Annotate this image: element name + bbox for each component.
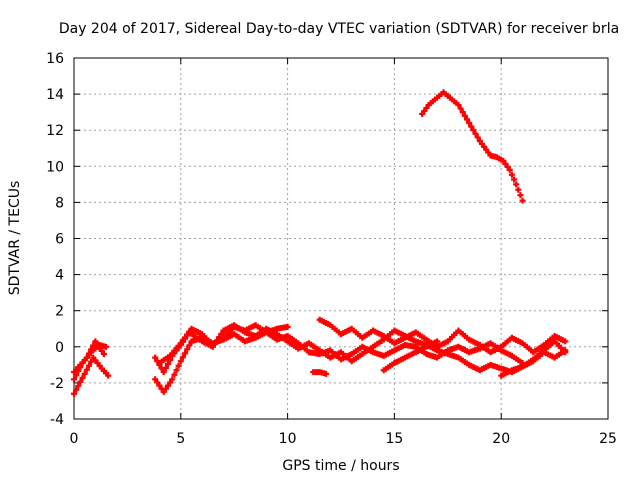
x-tick-label: 0 (70, 431, 79, 447)
y-tick-label: -2 (50, 376, 64, 392)
data-point (511, 176, 518, 183)
y-tick-label: 6 (55, 232, 64, 248)
data-point (184, 346, 191, 353)
y-tick-label: 0 (55, 340, 64, 356)
data-point (164, 360, 171, 367)
series-track-f (156, 322, 291, 367)
data-point (179, 354, 186, 361)
data-point (513, 181, 520, 188)
x-tick-label: 5 (176, 431, 185, 447)
data-point (79, 374, 86, 381)
data-point (103, 343, 110, 350)
data-point (169, 376, 176, 383)
data-point (71, 390, 77, 397)
series-track-i (380, 338, 441, 374)
data-point (152, 354, 159, 361)
data-point (88, 358, 95, 365)
data-point (474, 134, 481, 141)
data-point (75, 382, 82, 389)
data-point (162, 385, 169, 392)
grid (74, 58, 608, 419)
data-point (457, 105, 464, 112)
data-point (162, 365, 169, 372)
data-point (434, 338, 441, 345)
y-tick-label: 8 (55, 195, 64, 211)
series-track-c (71, 338, 107, 376)
data-point (71, 376, 77, 383)
series-track-e (152, 329, 526, 395)
data-point (472, 130, 479, 137)
data-point (562, 347, 569, 354)
data-point (73, 386, 80, 393)
y-tick-label: 4 (55, 268, 64, 284)
data-points (71, 89, 569, 397)
axis-ticks: 0 5 10 15 20 25 -4 -2 0 2 4 6 8 10 12 14 16 (46, 51, 617, 447)
data-point (515, 186, 522, 193)
data-point (96, 344, 103, 351)
data-point (171, 371, 178, 378)
data-point (519, 197, 526, 204)
data-point (323, 370, 330, 377)
data-point (508, 171, 515, 178)
data-point (464, 116, 471, 123)
data-point (517, 192, 524, 199)
x-tick-label: 20 (492, 431, 510, 447)
data-point (83, 366, 90, 373)
y-tick-label: 10 (46, 159, 64, 175)
data-point (85, 350, 92, 357)
data-point (468, 123, 475, 130)
data-point (186, 342, 193, 349)
x-tick-label: 10 (279, 431, 297, 447)
series-track-b (71, 354, 112, 397)
data-point (94, 341, 101, 348)
chart-title: Day 204 of 2017, Sidereal Day-to-day VTE… (59, 21, 619, 37)
y-tick-label: 14 (46, 87, 64, 103)
series-track-h (310, 369, 330, 377)
data-point (455, 101, 462, 108)
data-point (154, 379, 161, 386)
y-tick-label: 16 (46, 51, 64, 67)
data-point (100, 351, 107, 358)
data-point (562, 338, 569, 345)
data-point (83, 354, 90, 361)
series-track-g (316, 316, 569, 356)
data-point (81, 370, 88, 377)
data-point (173, 367, 180, 374)
x-tick-label: 15 (385, 431, 403, 447)
data-point (160, 369, 167, 376)
data-point (459, 109, 466, 116)
data-point (85, 362, 92, 369)
data-point (92, 338, 99, 345)
series-track-k (419, 89, 526, 204)
data-point (98, 347, 105, 354)
data-point (167, 379, 174, 386)
data-point (177, 358, 184, 365)
data-point (152, 376, 159, 383)
y-tick-label: 2 (55, 304, 64, 320)
data-point (466, 119, 473, 126)
data-point (156, 382, 163, 389)
data-point (88, 346, 95, 353)
data-point (218, 330, 225, 337)
data-point (73, 372, 80, 379)
y-tick-label: -4 (50, 412, 64, 428)
data-point (105, 372, 112, 379)
data-point (175, 362, 182, 369)
data-point (77, 378, 84, 385)
data-point (182, 350, 189, 357)
x-axis-label: GPS time / hours (282, 458, 399, 474)
data-point (461, 112, 468, 119)
x-tick-label: 25 (599, 431, 617, 447)
y-tick-label: 12 (46, 123, 64, 139)
data-point (164, 382, 171, 389)
data-point (284, 323, 291, 330)
y-axis-label: SDTVAR / TECUs (7, 181, 23, 296)
series-track-j (498, 347, 569, 379)
data-point (470, 127, 477, 134)
data-point (506, 166, 513, 173)
data-point (160, 388, 167, 395)
